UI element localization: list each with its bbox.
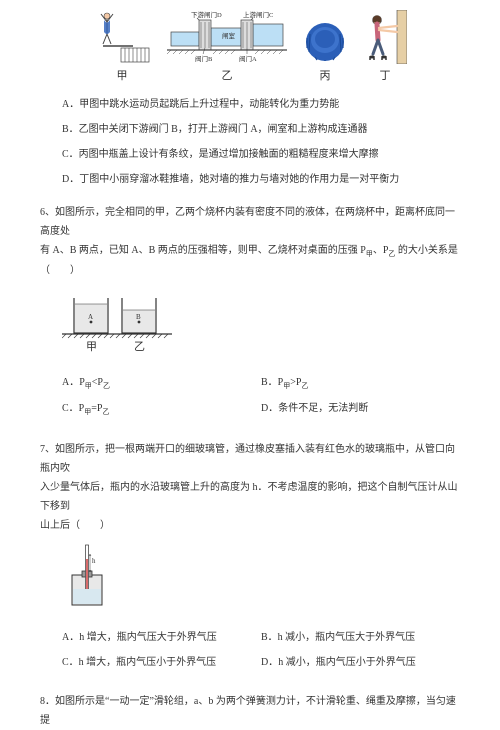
figure-label-yi: 乙: [167, 66, 287, 87]
svg-text:B: B: [136, 313, 141, 321]
q8-stem: 8．如图所示是“一动一定”滑轮组，a、b 为两个弹簧测力计，不计滑轮重、绳重及摩…: [40, 692, 460, 730]
q5-figure-row: 甲 下游闸门D 上游闸门C: [40, 10, 460, 87]
label-gate-d: 下游闸门D: [191, 10, 222, 19]
q6-opt-c: C．P甲=P乙: [62, 399, 261, 419]
q6-fig-label-jia: 甲: [86, 341, 97, 353]
lock-gate-figure: 下游闸门D 上游闸门C: [167, 10, 287, 64]
q6-sub1: 甲: [366, 250, 373, 258]
figure-jia: 甲: [93, 10, 151, 87]
q6-opt-b: B．P甲>P乙: [261, 373, 460, 393]
q6: 6、如图所示，完全相同的甲，乙两个烧杯内装有密度不同的液体，在两烧杯中，距离杯底…: [40, 203, 460, 426]
bottle-cap-figure: [303, 20, 347, 64]
q5-opt-c: C．丙图中瓶盖上设计有条纹，是通过增加接触面的粗糙程度来增大摩擦: [62, 145, 460, 164]
q7-opt-d: D．h 减小，瓶内气压小于外界气压: [261, 653, 460, 672]
figure-label-ding: 丁: [363, 66, 407, 87]
q5-options: A．甲图中跳水运动员起跳后上升过程中，动能转化为重力势能 B．乙图中关闭下游阀门…: [40, 95, 460, 189]
q7-opt-a: A．h 增大，瓶内气压大于外界气压: [62, 628, 261, 647]
q7-stem: 7、如图所示，把一根两端开口的细玻璃管，通过橡皮塞插入装有红色水的玻璃瓶中，从管…: [40, 440, 460, 535]
figure-ding: 丁: [363, 10, 407, 87]
label-gate-c: 上游闸门C: [243, 10, 273, 19]
q7-options: A．h 增大，瓶内气压大于外界气压 B．h 减小，瓶内气压大于外界气压 C．h …: [62, 628, 460, 678]
figure-label-jia: 甲: [93, 66, 151, 87]
q6-stem-line2a: 有 A、B 两点，已知 A、B 两点的压强相等，则甲、乙烧杯对桌面的压强 P: [40, 245, 366, 256]
svg-text:A: A: [88, 313, 93, 321]
q7-figure: h: [62, 541, 460, 618]
q7: 7、如图所示，把一根两端开口的细玻璃管，通过橡皮塞插入装有红色水的玻璃瓶中，从管…: [40, 440, 460, 678]
q6-stem-line1: 6、如图所示，完全相同的甲，乙两个烧杯内装有密度不同的液体，在两烧杯中，距离杯底…: [40, 207, 455, 237]
figure-label-bing: 丙: [303, 66, 347, 87]
q5-opt-d: D．丁图中小丽穿溜冰鞋推墙，她对墙的推力与墙对她的作用力是一对平衡力: [62, 170, 460, 189]
label-chamber: 闸室: [222, 31, 236, 40]
label-valve-b: 阀门B: [195, 54, 213, 63]
figure-yi: 下游闸门D 上游闸门C: [167, 10, 287, 87]
q5-opt-a: A．甲图中跳水运动员起跳后上升过程中，动能转化为重力势能: [62, 95, 460, 114]
q6-opt-d: D．条件不足，无法判断: [261, 399, 460, 419]
q6-options: A．P甲<P乙 B．P甲>P乙 C．P甲=P乙 D．条件不足，无法判断: [62, 373, 460, 426]
label-valve-a: 阀门A: [239, 54, 257, 63]
q5-opt-b: B．乙图中关闭下游阀门 B，打开上游阀门 A，闸室和上游构成连通器: [62, 120, 460, 139]
svg-text:h: h: [92, 557, 96, 565]
q8: 8．如图所示是“一动一定”滑轮组，a、b 为两个弹簧测力计，不计滑轮重、绳重及摩…: [40, 692, 460, 730]
q6-fig-label-yi: 乙: [134, 340, 145, 353]
q6-opt-a: A．P甲<P乙: [62, 373, 261, 393]
figure-bing: 丙: [303, 20, 347, 87]
q7-opt-c: C．h 增大，瓶内气压小于外界气压: [62, 653, 261, 672]
q6-stem-line2b: 、P: [373, 245, 389, 256]
q7-opt-b: B．h 减小，瓶内气压大于外界气压: [261, 628, 460, 647]
diver-figure: [93, 10, 151, 64]
skater-push-wall-figure: [363, 10, 407, 64]
q6-stem: 6、如图所示，完全相同的甲，乙两个烧杯内装有密度不同的液体，在两烧杯中，距离杯底…: [40, 203, 460, 280]
q6-figure: A B 甲 乙: [62, 286, 460, 363]
